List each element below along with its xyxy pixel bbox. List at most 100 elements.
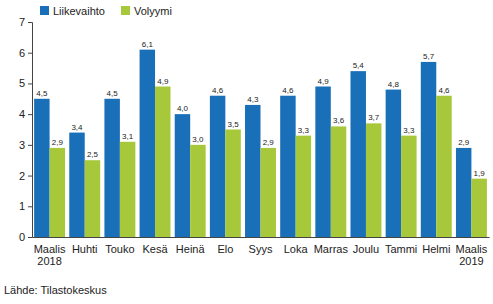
y-tick-mark [28,114,32,115]
data-labels: 4,53,44,56,14,04,64,34,64,95,44,85,72,92… [36,40,485,178]
x-axis-line [33,237,490,238]
x-tick: Heinä [176,237,206,255]
data-label: 4,6 [282,86,294,95]
x-tick-label: Elo [217,243,233,255]
data-label: 2,9 [458,138,470,147]
y-tick-label: 3 [19,139,25,151]
chart: 012345674,53,44,56,14,04,64,34,64,95,44,… [0,0,493,304]
x-tick-label: Marras [314,243,349,255]
x-tick: Syys [249,237,273,255]
y-tick-mark [28,83,32,84]
x-tick-label: Maalis2018 [34,243,66,268]
bar [471,179,486,237]
x-tick: Loka [284,237,309,255]
bar [155,87,170,238]
data-label: 3,7 [368,113,380,122]
x-tick-label: Helmi [422,243,450,255]
bars [34,50,487,237]
data-label: 1,9 [474,169,486,178]
legend-label: Liikevaihto [53,5,105,17]
y-tick-label: 0 [19,231,25,243]
y-tick-mark [28,145,32,146]
x-tick-label: Heinä [176,243,206,255]
y-tick-label: 4 [19,108,25,120]
legend-swatch [40,6,49,15]
x-tick-label: Maalis2019 [456,243,488,268]
legend-label: Volyymi [134,5,172,17]
bar [421,62,436,237]
data-label: 3,1 [122,132,134,141]
data-label: 2,9 [52,138,64,147]
x-tick: Touko [105,237,134,255]
y-tick-label: 6 [19,47,25,59]
x-tick: Kesä [142,237,168,255]
data-label: 4,3 [247,95,259,104]
bar [401,136,416,237]
x-tick-label: Joulu [353,243,379,255]
y-tick-label: 5 [19,77,25,89]
bar [69,133,84,237]
y-tick-mark [28,53,32,54]
x-tick-label: Huhti [72,243,98,255]
y-axis-line [28,23,33,238]
data-label: 4,8 [388,80,400,89]
data-label: 4,9 [157,77,169,86]
bar [280,96,295,237]
data-label: 2,5 [87,150,99,159]
bar [85,160,100,237]
data-label: 4,6 [212,86,224,95]
bar [120,142,135,237]
bar [386,90,401,237]
legend-swatch [121,6,130,15]
bar [315,87,330,238]
x-tick: Maalis2019 [456,237,488,267]
data-label: 3,3 [403,126,415,135]
data-label: 3,0 [192,135,204,144]
data-label: 5,4 [353,61,365,70]
y-tick-mark [28,206,32,207]
x-tick: Elo [217,237,233,255]
x-tick-label: Kesä [142,243,168,255]
y-tick-label: 7 [19,16,25,28]
data-label: 6,1 [142,40,154,49]
x-tick-label: Touko [105,243,134,255]
bar [34,99,49,237]
bar [140,50,155,237]
data-label: 4,0 [177,104,189,113]
x-tick-label: Syys [249,243,273,255]
x-tick: Huhti [72,237,98,255]
bar [456,148,471,237]
y-tick: 2 [19,170,32,182]
data-label: 5,7 [423,52,435,61]
x-tick: Maalis2018 [34,237,66,267]
data-label: 4,6 [438,86,450,95]
y-tick: 1 [19,200,32,212]
bar [366,123,381,237]
y-tick: 6 [19,47,32,59]
x-tick: Joulu [353,237,379,255]
x-tick-label: Loka [284,243,309,255]
data-label: 3,3 [298,126,310,135]
x-axis: Maalis2018 Huhti Touko Kesä Heinä Elo Syys Loka… [33,237,490,267]
y-tick-mark [28,237,32,238]
bar [436,96,451,237]
x-tick: Helmi [422,237,450,255]
y-tick-mark [28,176,32,177]
data-label: 3,4 [71,123,83,132]
bar [296,136,311,237]
bar [175,114,190,237]
bar [50,148,65,237]
bar [261,148,276,237]
y-tick: 3 [19,139,32,151]
bar [245,105,260,237]
x-tick: Marras [314,237,349,255]
x-tick: Tammi [385,237,417,255]
data-label: 4,5 [36,89,48,98]
y-tick: 5 [19,77,32,89]
bar [104,99,119,237]
bar [210,96,225,237]
y-tick: 4 [19,108,32,120]
bar [190,145,205,237]
y-tick-label: 2 [19,170,25,182]
bar [225,130,240,238]
